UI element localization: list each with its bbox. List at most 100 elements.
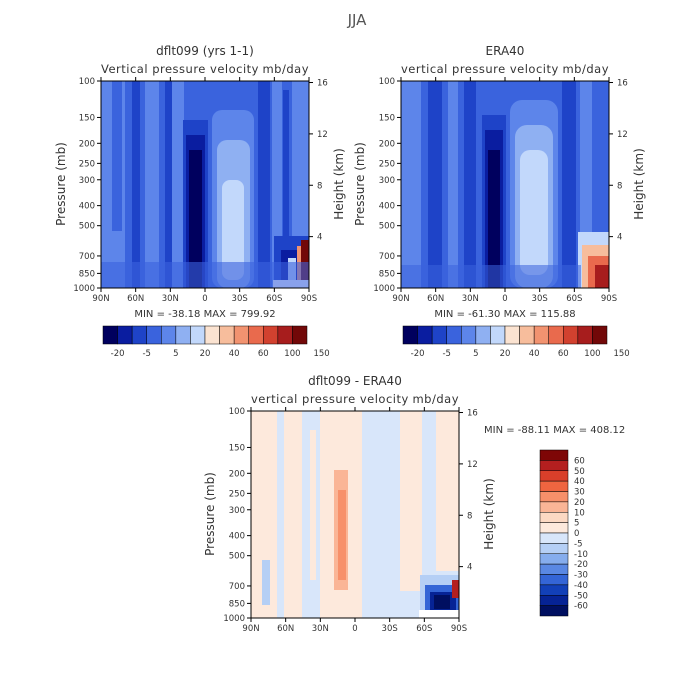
panel-model-y-tick-label: 100 (79, 77, 95, 87)
panel-model-x-tick-label: 30N (162, 294, 179, 304)
panel-obs-subtitle-right: mb/day (562, 62, 609, 76)
panel-diff-colorbar-label: 0 (574, 529, 579, 539)
panel-obs-y-tick-label: 300 (379, 176, 395, 186)
panel-obs-colorbar-swatch (592, 325, 608, 345)
panel-diff-y-tick-label: 400 (229, 532, 245, 542)
panel-model-y-tick-label: 250 (79, 159, 95, 169)
panel-model-x-tick-label: 30S (232, 294, 248, 304)
panel-diff-colorbar-swatch (539, 460, 569, 471)
panel-model-colorbar-swatch (233, 325, 249, 345)
panel-model-colorbar-swatch (190, 325, 206, 345)
panel-diff-y2-tick-label: 8 (467, 511, 472, 521)
panel-model-x-tick-label: 0 (202, 294, 207, 304)
panel-obs-colorbar-label: 100 (584, 349, 600, 359)
panel-obs-y-tick-label: 1000 (373, 284, 395, 294)
panel-model-colorbar-swatch (292, 325, 308, 345)
panel-diff-colorbar-swatch (539, 491, 569, 503)
panel-diff-y-tick-label: 200 (229, 469, 245, 479)
panel-model-colorbar-label: 40 (229, 349, 240, 359)
panel-diff-x-tick-label: 60S (416, 624, 432, 634)
panel-model-colorbar-label: 60 (258, 349, 269, 359)
panel-diff-colorbar-label: 50 (574, 467, 585, 477)
panel-diff-y-tick-label: 850 (229, 599, 245, 609)
panel-obs-colorbar-swatch (431, 325, 447, 345)
panel-diff-colorbar-swatch (539, 605, 569, 617)
panel-diff-colorbar-label: 30 (574, 488, 585, 498)
panel-obs-colorbar-swatch (577, 325, 593, 345)
panel-diff-colorbar-swatch (539, 449, 569, 461)
panel-model-y-tick-label: 400 (79, 202, 95, 212)
panel-obs-colorbar-label: 20 (500, 349, 511, 359)
panel-model-subtitle-right: mb/day (262, 62, 309, 76)
panel-diff-y-tick-label: 700 (229, 582, 245, 592)
panel-diff-colorbar-label: -60 (574, 602, 588, 612)
panel-model-y2-tick-label: 4 (317, 233, 322, 243)
panel-obs-stats: MIN = -61.30 MAX = 115.88 (434, 309, 575, 320)
panel-obs-colorbar: -20 -5 5 20 40 60 100 150 (402, 325, 630, 359)
panel-diff-field (251, 411, 459, 618)
panel-model-colorbar-swatch (248, 325, 264, 345)
panel-diff-colorbar-label: -10 (574, 550, 588, 560)
panel-diff-x-tick-label: 30S (382, 624, 398, 634)
panel-model-subtitle-left: Vertical pressure velocity (101, 62, 259, 76)
panel-model-y2-tick-label: 8 (317, 181, 322, 191)
panel-diff-y-tick-label: 100 (229, 407, 245, 417)
panel-obs-y-tick-label: 100 (379, 77, 395, 87)
panel-model-y2-tick-label: 12 (317, 130, 328, 140)
panel-diff-x-tick-label: 0 (352, 624, 357, 634)
panel-diff-stats: MIN = -88.11 MAX = 408.12 (484, 425, 625, 436)
panel-model-colorbar-label: 20 (200, 349, 211, 359)
panel-obs-colorbar-swatch (417, 325, 433, 345)
panel-obs-title: ERA40 (486, 44, 525, 58)
panel-obs-x-tick-label: 90S (601, 294, 617, 304)
panel-obs-subtitle-left: vertical pressure velocity (401, 62, 559, 76)
panel-model-colorbar-swatch (161, 325, 177, 345)
panel-obs-colorbar-swatch (446, 325, 462, 345)
panel-model-y-tick-label: 1000 (73, 284, 95, 294)
panel-diff-x-tick-label: 90N (242, 624, 259, 634)
panel-model-axes: 90N 60N 30N 0 30S 60S 90S 100 150 200 250 300 400 500… (73, 77, 328, 304)
panel-diff-colorbar-label: -20 (574, 560, 588, 570)
panel-diff-colorbar-swatch (539, 532, 569, 544)
panel-diff-colorbar-label: -5 (574, 539, 582, 549)
panel-obs-y-tick-label: 250 (379, 159, 395, 169)
panel-diff-subtitle-left: vertical pressure velocity (251, 392, 409, 406)
panel-diff-colorbar-label: 5 (574, 519, 579, 529)
panel-diff-y2-tick-label: 12 (467, 460, 478, 470)
panel-model-y2-tick-label: 16 (317, 79, 328, 89)
suptitle: JJA (347, 11, 368, 29)
panel-model-x-tick-label: 90N (92, 294, 109, 304)
panel-diff-x-tick-label: 30N (312, 624, 329, 634)
panel-model-colorbar-swatch (263, 325, 279, 345)
panel-obs-y2-tick-label: 16 (617, 79, 628, 89)
panel-diff-colorbar-label: -30 (574, 571, 588, 581)
panel-obs-y-tick-label: 700 (379, 252, 395, 262)
panel-model-colorbar-swatch (204, 325, 220, 345)
panel-diff-colorbar-label: -50 (574, 591, 588, 601)
panel-obs-colorbar-label: 5 (473, 349, 478, 359)
panel-obs-x-tick-label: 90N (392, 294, 409, 304)
panel-obs-colorbar-swatch (519, 325, 535, 345)
panel-obs-colorbar-swatch (490, 325, 506, 345)
panel-model-colorbar: -20 -5 5 20 40 60 100 150 (102, 325, 330, 359)
panel-diff-colorbar-label: 10 (574, 508, 585, 518)
panel-diff-colorbar-swatch (539, 480, 569, 492)
panel-model-ylabel: Pressure (mb) (54, 142, 68, 226)
panel-model-colorbar-label: -20 (111, 349, 125, 359)
panel-diff-y2-tick-label: 16 (467, 409, 478, 419)
panel-model-colorbar-swatch (117, 325, 133, 345)
panel-model-y-tick-label: 150 (79, 113, 95, 123)
panel-obs: ERA40 vertical pressure velocity mb/day (353, 44, 646, 359)
panel-obs-colorbar-label: -5 (442, 349, 450, 359)
panel-obs-ylabel-right: Height (km) (632, 148, 646, 219)
panel-diff-y-tick-label: 300 (229, 506, 245, 516)
panel-model-colorbar-swatch (131, 325, 147, 345)
panel-model-stats: MIN = -38.18 MAX = 799.92 (134, 309, 275, 320)
panel-diff-colorbar-swatch (539, 543, 569, 554)
panel-obs-field (401, 81, 609, 288)
panel-obs-y-tick-label: 850 (379, 269, 395, 279)
panel-obs-colorbar-label: 60 (558, 349, 569, 359)
panel-diff-colorbar-label: -40 (574, 581, 588, 591)
